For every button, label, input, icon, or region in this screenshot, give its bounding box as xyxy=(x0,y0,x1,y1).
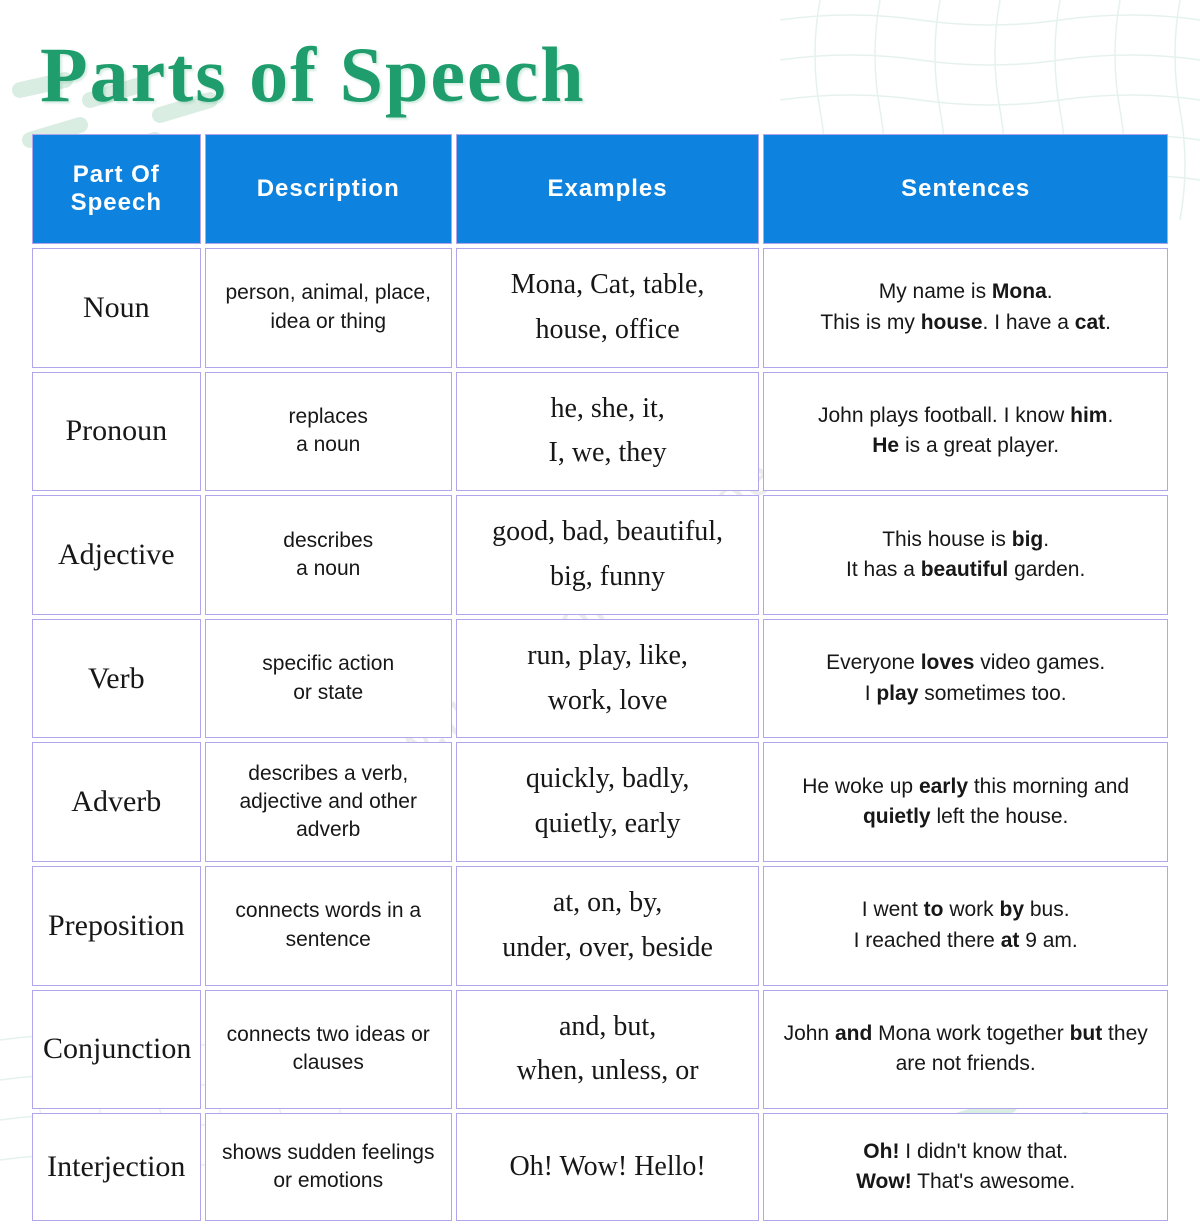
cell-examples: and, but,when, unless, or xyxy=(456,990,759,1110)
table-row: Adverbdescribes a verb, adjective and ot… xyxy=(32,742,1168,862)
cell-sentences: John and Mona work together but they are… xyxy=(763,990,1168,1110)
table-row: Verbspecific actionor staterun, play, li… xyxy=(32,619,1168,739)
cell-description: specific actionor state xyxy=(205,619,452,739)
cell-description: person, animal, place, idea or thing xyxy=(205,248,452,368)
cell-description: describes a verb, adjective and other ad… xyxy=(205,742,452,862)
table-body: Nounperson, animal, place, idea or thing… xyxy=(32,248,1168,1221)
cell-examples: Oh! Wow! Hello! xyxy=(456,1113,759,1221)
cell-part-of-speech: Pronoun xyxy=(32,372,201,492)
cell-sentences: He woke up early this morning and quietl… xyxy=(763,742,1168,862)
cell-part-of-speech: Noun xyxy=(32,248,201,368)
table-row: Nounperson, animal, place, idea or thing… xyxy=(32,248,1168,368)
col-header-pos: Part Of Speech xyxy=(32,134,201,244)
cell-description: describesa noun xyxy=(205,495,452,615)
cell-description: connects words in a sentence xyxy=(205,866,452,986)
cell-sentences: Oh! I didn't know that.Wow! That's aweso… xyxy=(763,1113,1168,1221)
table-row: Adjectivedescribesa noungood, bad, beaut… xyxy=(32,495,1168,615)
cell-examples: run, play, like,work, love xyxy=(456,619,759,739)
table-row: Pronounreplacesa nounhe, she, it,I, we, … xyxy=(32,372,1168,492)
cell-description: connects two ideas or clauses xyxy=(205,990,452,1110)
cell-part-of-speech: Verb xyxy=(32,619,201,739)
page-title: Parts of Speech xyxy=(0,0,1200,130)
cell-sentences: Everyone loves video games.I play someti… xyxy=(763,619,1168,739)
cell-part-of-speech: Adjective xyxy=(32,495,201,615)
parts-of-speech-table: Part Of Speech Description Examples Sent… xyxy=(28,130,1172,1225)
cell-examples: quickly, badly,quietly, early xyxy=(456,742,759,862)
cell-examples: at, on, by,under, over, beside xyxy=(456,866,759,986)
cell-examples: he, she, it,I, we, they xyxy=(456,372,759,492)
col-header-sentences: Sentences xyxy=(763,134,1168,244)
cell-sentences: This house is big.It has a beautiful gar… xyxy=(763,495,1168,615)
cell-part-of-speech: Preposition xyxy=(32,866,201,986)
table-row: Prepositionconnects words in a sentencea… xyxy=(32,866,1168,986)
cell-part-of-speech: Adverb xyxy=(32,742,201,862)
cell-sentences: My name is Mona.This is my house. I have… xyxy=(763,248,1168,368)
table-header-row: Part Of Speech Description Examples Sent… xyxy=(32,134,1168,244)
cell-sentences: I went to work by bus.I reached there at… xyxy=(763,866,1168,986)
cell-examples: good, bad, beautiful,big, funny xyxy=(456,495,759,615)
cell-part-of-speech: Interjection xyxy=(32,1113,201,1221)
cell-examples: Mona, Cat, table,house, office xyxy=(456,248,759,368)
table-row: Conjunctionconnects two ideas or clauses… xyxy=(32,990,1168,1110)
col-header-examples: Examples xyxy=(456,134,759,244)
cell-description: shows sudden feelings or emotions xyxy=(205,1113,452,1221)
cell-part-of-speech: Conjunction xyxy=(32,990,201,1110)
table-wrapper: Part Of Speech Description Examples Sent… xyxy=(0,130,1200,1225)
cell-sentences: John plays football. I know him.He is a … xyxy=(763,372,1168,492)
table-row: Interjectionshows sudden feelings or emo… xyxy=(32,1113,1168,1221)
cell-description: replacesa noun xyxy=(205,372,452,492)
col-header-desc: Description xyxy=(205,134,452,244)
